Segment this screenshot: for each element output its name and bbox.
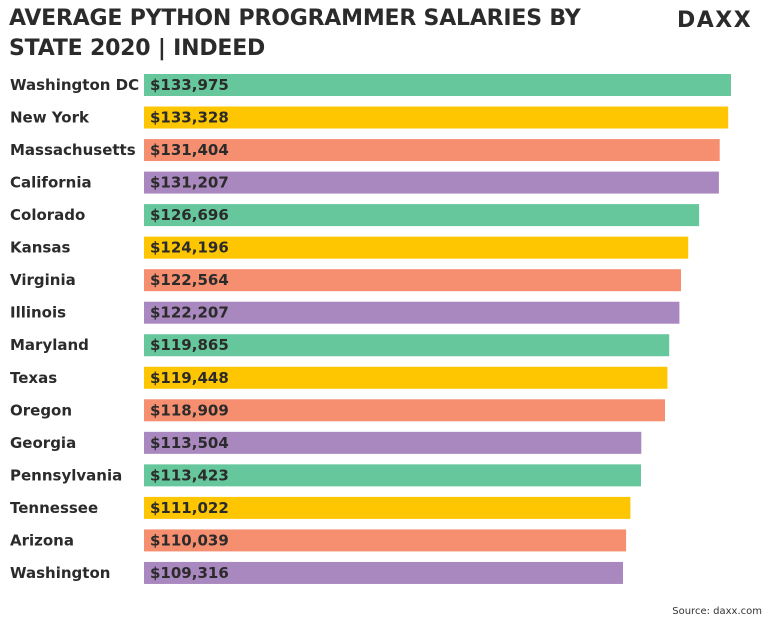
bar-texas [144, 366, 668, 389]
value-label-washington-dc: $133,975 [150, 76, 229, 94]
labels-group: Washington DC $133,975 New York $133,328 Mas… [10, 76, 229, 582]
daxx-logo: DAXX [677, 8, 753, 33]
value-label-maryland: $119,865 [150, 336, 229, 354]
value-label-washington: $109,316 [150, 564, 229, 582]
category-label-oregon: Oregon [10, 401, 72, 419]
category-label-pennsylvania: Pennsylvania [10, 466, 122, 484]
bar-maryland [144, 334, 670, 357]
value-label-tennessee: $111,022 [150, 499, 229, 517]
category-label-washington: Washington [10, 564, 110, 582]
category-label-georgia: Georgia [10, 434, 76, 452]
value-label-oregon: $118,909 [150, 401, 229, 419]
bar-virginia [144, 269, 681, 292]
category-label-massachusetts: Massachusetts [10, 141, 136, 159]
bar-oregon [144, 399, 665, 422]
bar-georgia [144, 431, 642, 454]
bar-massachusetts [144, 139, 720, 162]
chart-title: AVERAGE PYTHON PROGRAMMER SALARIES BY ST… [9, 6, 581, 61]
source-note: Source: daxx.com [672, 606, 762, 617]
bar-colorado [144, 204, 700, 227]
bar-california [144, 171, 719, 194]
value-label-california: $131,207 [150, 174, 229, 192]
value-label-georgia: $113,504 [150, 434, 229, 452]
bar-pennsylvania [144, 464, 641, 487]
value-label-kansas: $124,196 [150, 239, 229, 257]
category-label-new-york: New York [10, 109, 90, 127]
category-label-colorado: Colorado [10, 206, 85, 224]
category-label-tennessee: Tennessee [10, 499, 98, 517]
category-label-kansas: Kansas [10, 239, 70, 257]
category-label-texas: Texas [10, 369, 57, 387]
bar-new-york [144, 106, 729, 129]
value-label-virginia: $122,564 [150, 271, 229, 289]
value-label-pennsylvania: $113,423 [150, 466, 229, 484]
category-label-washington-dc: Washington DC [10, 76, 139, 94]
value-label-illinois: $122,207 [150, 304, 229, 322]
category-label-arizona: Arizona [10, 531, 74, 549]
bar-arizona [144, 529, 627, 552]
bar-illinois [144, 301, 680, 324]
value-label-texas: $119,448 [150, 369, 229, 387]
category-label-california: California [10, 174, 92, 192]
bar-washington-dc [144, 74, 731, 96]
bar-tennessee [144, 496, 631, 519]
category-label-illinois: Illinois [10, 304, 66, 322]
bars-group [144, 74, 731, 584]
value-label-arizona: $110,039 [150, 531, 229, 549]
category-label-virginia: Virginia [10, 271, 76, 289]
bar-washington [144, 561, 623, 584]
category-label-maryland: Maryland [10, 336, 89, 354]
value-label-massachusetts: $131,404 [150, 141, 229, 159]
value-label-new-york: $133,328 [150, 109, 229, 127]
bar-kansas [144, 236, 689, 259]
value-label-colorado: $126,696 [150, 206, 229, 224]
